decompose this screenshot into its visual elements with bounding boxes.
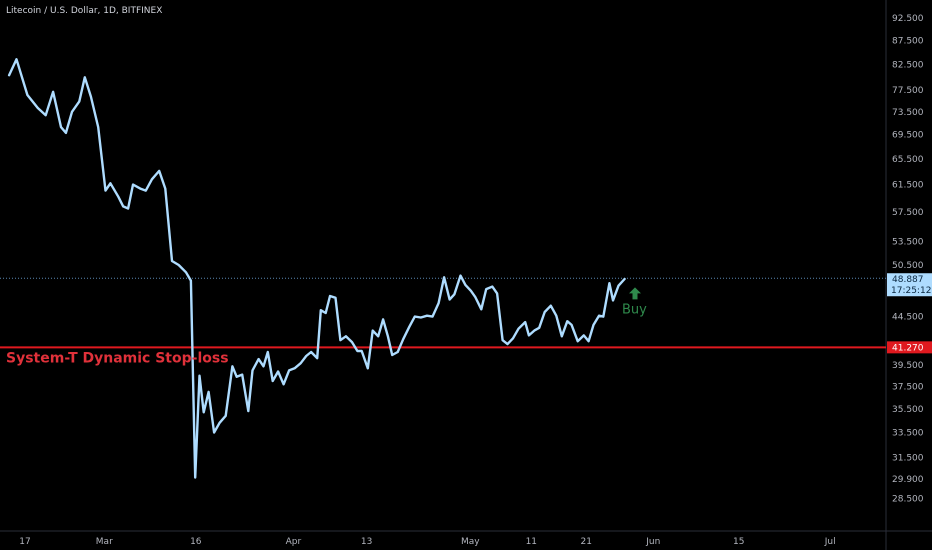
stop-loss-value: 41.270 bbox=[892, 343, 924, 353]
time-tick-label: 11 bbox=[526, 537, 537, 547]
time-tick-label: 21 bbox=[580, 537, 591, 547]
price-tick-label: 61.500 bbox=[892, 181, 924, 191]
price-axis[interactable]: 92.500 87.500 82.500 77.500 73.500 69.500 65.5… bbox=[892, 14, 924, 504]
price-tick-label: 69.500 bbox=[892, 131, 924, 141]
stop-loss-tag: 41.270 bbox=[887, 341, 932, 354]
price-tick-label: 29.900 bbox=[892, 475, 924, 485]
time-tick-label: Jul bbox=[824, 537, 836, 547]
stop-loss-tag-background bbox=[887, 341, 932, 354]
time-tick-label: Mar bbox=[96, 537, 113, 547]
price-tick-label: 31.500 bbox=[892, 454, 924, 464]
price-tick-label: 50.500 bbox=[892, 261, 924, 271]
time-axis[interactable]: 17 Mar 16 Apr 13 May 11 21 Jun 15 Jul bbox=[19, 537, 835, 547]
time-tick-label: 13 bbox=[361, 537, 372, 547]
price-tick-label: 73.500 bbox=[892, 108, 924, 118]
price-tick-label: 35.500 bbox=[892, 405, 924, 415]
price-tick-label: 33.500 bbox=[892, 429, 924, 439]
time-tick-label: 15 bbox=[733, 537, 744, 547]
last-price-value: 48.887 bbox=[892, 275, 924, 285]
price-tick-label: 87.500 bbox=[892, 37, 924, 47]
price-line bbox=[7, 58, 626, 479]
price-tick-label: 53.500 bbox=[892, 237, 924, 247]
price-tick-label: 65.500 bbox=[892, 155, 924, 165]
price-tick-label: 57.500 bbox=[892, 208, 924, 218]
up-arrow-icon bbox=[629, 287, 641, 300]
price-tick-label: 28.500 bbox=[892, 494, 924, 504]
price-tick-label: 77.500 bbox=[892, 86, 924, 96]
time-tick-label: 16 bbox=[190, 537, 202, 547]
stop-loss-label: System-T Dynamic Stop-loss bbox=[6, 350, 229, 366]
chart-title: Litecoin / U.S. Dollar, 1D, BITFINEX bbox=[6, 6, 162, 16]
price-tick-label: 39.500 bbox=[892, 361, 924, 371]
price-tick-label: 44.500 bbox=[892, 313, 924, 323]
buy-signal-label: Buy bbox=[622, 302, 647, 317]
last-price-tag: 48.887 17:25:12 bbox=[887, 273, 932, 297]
price-tick-label: 37.500 bbox=[892, 382, 924, 392]
last-price-tag-background bbox=[887, 273, 932, 297]
buy-signal: Buy bbox=[622, 287, 647, 317]
time-tick-label: 17 bbox=[19, 537, 30, 547]
time-tick-label: Jun bbox=[645, 537, 660, 547]
time-tick-label: Apr bbox=[286, 537, 302, 547]
price-tick-label: 82.500 bbox=[892, 61, 924, 71]
time-tick-label: May bbox=[461, 537, 480, 547]
bar-countdown: 17:25:12 bbox=[891, 286, 931, 296]
price-tick-label: 92.500 bbox=[892, 14, 924, 24]
